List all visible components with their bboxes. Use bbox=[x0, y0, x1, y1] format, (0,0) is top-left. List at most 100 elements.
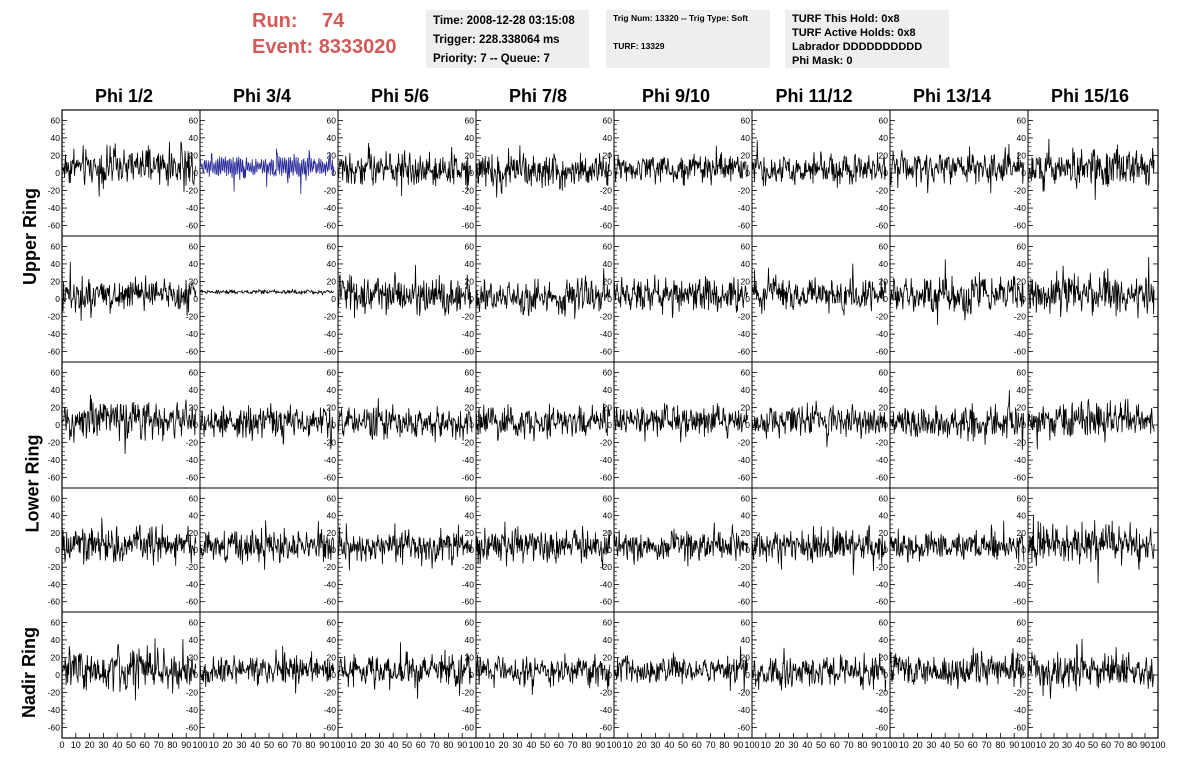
waveform-trace-r1-c0 bbox=[61, 262, 197, 321]
waveform-trace-r3-c5 bbox=[751, 525, 887, 576]
y-tick-label: -20 bbox=[462, 312, 475, 322]
waveform-trace-r0-c0 bbox=[61, 140, 197, 197]
x-tick-label: 30 bbox=[1062, 740, 1072, 750]
run-event-info: Run: 74 Event: 8333020 bbox=[252, 8, 420, 64]
y-tick-label: -20 bbox=[48, 438, 61, 448]
y-tick-label: 60 bbox=[189, 241, 199, 251]
y-tick-label: 40 bbox=[327, 385, 337, 395]
y-tick-label: 60 bbox=[741, 493, 751, 503]
y-tick-label: -20 bbox=[738, 312, 751, 322]
x-tick-label: 50 bbox=[264, 740, 274, 750]
y-tick-label: 60 bbox=[189, 617, 199, 627]
x-tick-label: 60 bbox=[278, 740, 288, 750]
y-tick-label: -20 bbox=[738, 688, 751, 698]
y-tick-label: 20 bbox=[465, 276, 475, 286]
y-tick-label: 20 bbox=[1017, 150, 1027, 160]
y-tick-label: -60 bbox=[48, 473, 61, 483]
y-tick-label: -60 bbox=[600, 723, 613, 733]
time-text: Time: 2008-12-28 03:15:08 bbox=[433, 15, 575, 27]
waveform-trace-r0-c6 bbox=[889, 144, 1025, 194]
y-tick-label: 60 bbox=[465, 241, 475, 251]
x-tick-label: 70 bbox=[568, 740, 578, 750]
y-tick-label: -60 bbox=[876, 597, 889, 607]
y-tick-label: -60 bbox=[738, 221, 751, 231]
y-tick-label: 0 bbox=[55, 420, 60, 430]
y-tick-label: 0 bbox=[1021, 294, 1026, 304]
y-tick-label: 60 bbox=[189, 367, 199, 377]
y-tick-label: 40 bbox=[51, 511, 61, 521]
y-tick-label: -20 bbox=[876, 688, 889, 698]
y-tick-label: -60 bbox=[324, 473, 337, 483]
y-tick-label: 20 bbox=[465, 652, 475, 662]
x-tick-label: 70 bbox=[844, 740, 854, 750]
y-tick-label: 0 bbox=[607, 294, 612, 304]
waveform-trace-r0-c3 bbox=[475, 145, 611, 198]
y-tick-label: -20 bbox=[48, 562, 61, 572]
y-tick-label: -60 bbox=[600, 473, 613, 483]
y-tick-label: -40 bbox=[186, 203, 199, 213]
x-tick-label: 80 bbox=[443, 740, 453, 750]
y-tick-label: 0 bbox=[55, 545, 60, 555]
x-tick-label: 100 bbox=[192, 740, 207, 750]
y-tick-label: 20 bbox=[603, 276, 613, 286]
y-tick-label: -40 bbox=[600, 329, 613, 339]
x-tick-label: 80 bbox=[305, 740, 315, 750]
y-tick-label: 60 bbox=[51, 617, 61, 627]
x-tick-label: 100 bbox=[330, 740, 345, 750]
waveform-trace-r4-c0 bbox=[61, 638, 197, 701]
y-tick-label: -40 bbox=[876, 203, 889, 213]
x-tick-label: 40 bbox=[802, 740, 812, 750]
y-tick-label: 40 bbox=[189, 635, 199, 645]
y-tick-label: -60 bbox=[48, 723, 61, 733]
y-tick-label: 0 bbox=[469, 168, 474, 178]
y-tick-label: -40 bbox=[324, 579, 337, 589]
waveform-trace-r1-c4 bbox=[613, 274, 749, 318]
y-tick-label: -40 bbox=[462, 203, 475, 213]
x-tick-label: 60 bbox=[554, 740, 564, 750]
y-tick-label: -20 bbox=[324, 562, 337, 572]
y-tick-label: -20 bbox=[738, 438, 751, 448]
y-tick-label: -40 bbox=[462, 455, 475, 465]
y-tick-label: 60 bbox=[1017, 617, 1027, 627]
y-tick-label: -20 bbox=[738, 562, 751, 572]
waveform-trace-r4-c7 bbox=[1027, 638, 1155, 699]
y-tick-label: 40 bbox=[189, 511, 199, 521]
y-tick-label: -60 bbox=[600, 347, 613, 357]
waveform-trace-r0-c5 bbox=[751, 140, 887, 188]
y-tick-label: -40 bbox=[876, 579, 889, 589]
y-tick-label: 20 bbox=[879, 402, 889, 412]
y-tick-label: -20 bbox=[600, 312, 613, 322]
x-tick-label: 80 bbox=[167, 740, 177, 750]
run-line: Run: 74 bbox=[252, 8, 420, 34]
y-tick-label: 60 bbox=[741, 617, 751, 627]
y-tick-label: 60 bbox=[879, 115, 889, 125]
x-tick-label: 50 bbox=[1088, 740, 1098, 750]
y-tick-label: 20 bbox=[327, 276, 337, 286]
y-tick-label: 60 bbox=[879, 617, 889, 627]
waveform-trace-r2-c2 bbox=[337, 398, 473, 443]
phi-header-6: Phi 11/12 bbox=[775, 86, 853, 106]
y-tick-label: 40 bbox=[741, 133, 751, 143]
waveform-trace-r4-c2 bbox=[337, 642, 473, 699]
y-tick-label: -40 bbox=[48, 455, 61, 465]
x-tick-label: 100 bbox=[1020, 740, 1035, 750]
y-tick-label: -60 bbox=[48, 221, 61, 231]
y-tick-label: 0 bbox=[193, 545, 198, 555]
y-tick-label: 60 bbox=[741, 115, 751, 125]
y-tick-label: 20 bbox=[741, 276, 751, 286]
y-tick-label: 60 bbox=[51, 367, 61, 377]
x-tick-label: 20 bbox=[913, 740, 923, 750]
y-tick-label: -40 bbox=[186, 329, 199, 339]
y-tick-label: 20 bbox=[327, 402, 337, 412]
y-tick-label: 40 bbox=[51, 635, 61, 645]
y-tick-label: 0 bbox=[55, 294, 60, 304]
trigger-text: Trigger: 228.338064 ms bbox=[433, 34, 560, 46]
x-tick-label: 70 bbox=[154, 740, 164, 750]
x-tick-label: 30 bbox=[374, 740, 384, 750]
waveform-trace-r0-c1 bbox=[199, 148, 335, 195]
y-tick-label: 20 bbox=[603, 528, 613, 538]
x-tick-label: 90 bbox=[733, 740, 743, 750]
y-tick-label: 40 bbox=[189, 133, 199, 143]
y-tick-label: 40 bbox=[465, 511, 475, 521]
y-tick-label: -40 bbox=[738, 455, 751, 465]
